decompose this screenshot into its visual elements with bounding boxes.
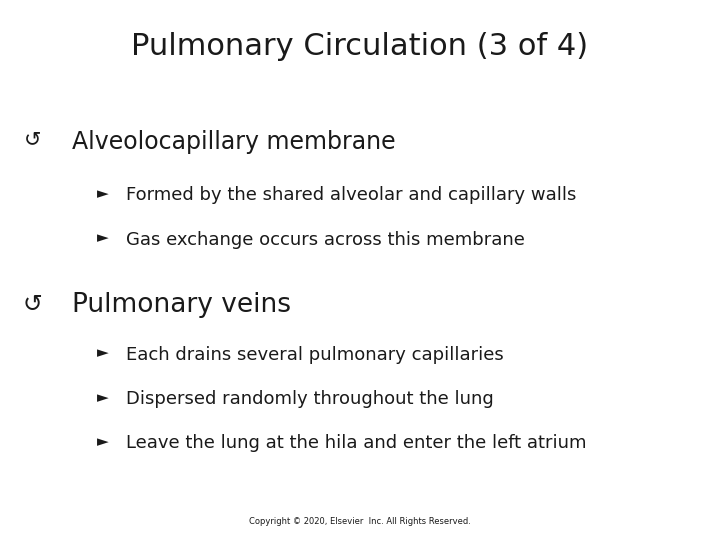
Text: ↺: ↺ [22, 292, 42, 315]
Text: ►: ► [97, 231, 109, 246]
Text: ►: ► [97, 346, 109, 361]
Text: Formed by the shared alveolar and capillary walls: Formed by the shared alveolar and capill… [126, 186, 577, 204]
Text: Leave the lung at the hila and enter the left atrium: Leave the lung at the hila and enter the… [126, 434, 587, 452]
Text: Copyright © 2020, Elsevier  Inc. All Rights Reserved.: Copyright © 2020, Elsevier Inc. All Righ… [249, 517, 471, 526]
Text: Each drains several pulmonary capillaries: Each drains several pulmonary capillarie… [126, 346, 504, 363]
Text: Alveolocapillary membrane: Alveolocapillary membrane [72, 130, 395, 153]
Text: ↺: ↺ [24, 130, 41, 150]
Text: ►: ► [97, 434, 109, 449]
Text: ►: ► [97, 390, 109, 405]
Text: Dispersed randomly throughout the lung: Dispersed randomly throughout the lung [126, 390, 494, 408]
Text: Pulmonary Circulation (3 of 4): Pulmonary Circulation (3 of 4) [132, 32, 588, 62]
Text: Gas exchange occurs across this membrane: Gas exchange occurs across this membrane [126, 231, 525, 248]
Text: ►: ► [97, 186, 109, 201]
Text: Pulmonary veins: Pulmonary veins [72, 292, 291, 318]
